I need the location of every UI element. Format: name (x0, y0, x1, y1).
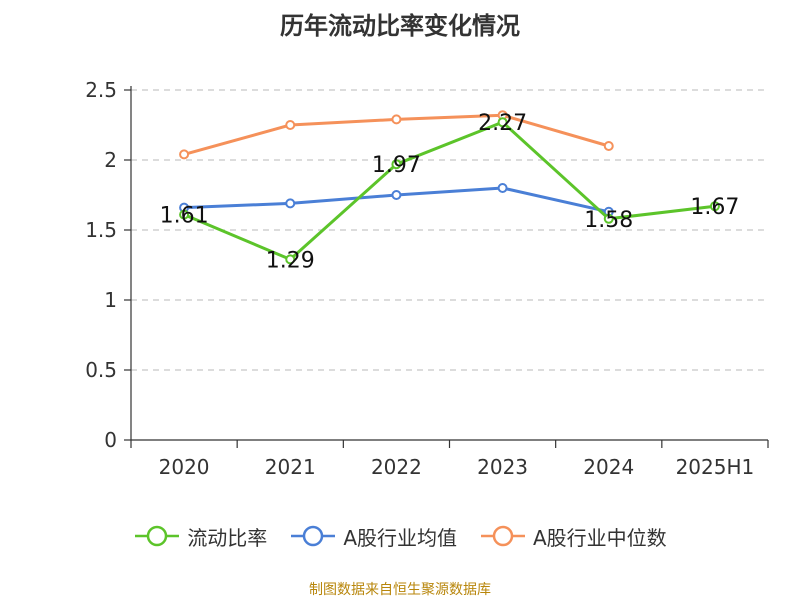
y-tick-label: 1 (104, 288, 117, 312)
data-point (391, 114, 402, 125)
data-point (285, 254, 296, 265)
y-tick-label: 2 (104, 148, 117, 172)
legend-label: A股行业均值 (343, 525, 457, 550)
data-label: 1.29 (266, 248, 315, 273)
data-point (285, 120, 296, 130)
data-point (603, 141, 614, 151)
legend-item-industry-average[interactable]: A股行业均值 (289, 522, 457, 551)
data-point (709, 201, 720, 212)
data-point (497, 183, 508, 193)
x-tick-label: 2025H1 (676, 455, 755, 479)
x-tick-label: 2020 (159, 455, 210, 479)
chart-title: 历年流动比率变化情况 (280, 12, 520, 40)
x-tick-label: 2021 (265, 455, 316, 479)
x-tick-label: 2024 (583, 455, 634, 479)
data-point (391, 159, 402, 170)
legend-item-industry-median[interactable]: A股行业中位数 (479, 522, 667, 551)
x-tick-label: 2023 (477, 455, 528, 479)
data-label: 2.27 (478, 111, 527, 136)
y-tick-label: 0.5 (85, 358, 117, 382)
legend-item-current-ratio[interactable]: 流动比率 (133, 522, 267, 551)
legend-marker-icon (291, 525, 336, 547)
data-point (497, 117, 508, 128)
data-point (603, 213, 614, 224)
data-point (179, 209, 190, 220)
legend-label: A股行业中位数 (533, 525, 667, 550)
data-label: 1.97 (372, 153, 421, 178)
series-line-0 (183, 120, 716, 261)
data-label: 1.58 (584, 208, 633, 233)
legend-marker-icon (481, 525, 525, 547)
y-tick-label: 2.5 (85, 78, 117, 102)
x-tick-label: 2022 (371, 455, 422, 479)
legend-label: 流动比率 (187, 525, 268, 550)
legend: 流动比率 A股行业均值 A股行业中位数 (0, 518, 800, 554)
y-tick-label: 0 (104, 428, 117, 452)
data-point (179, 149, 190, 160)
legend-marker-icon (135, 525, 180, 547)
source-note: 制图数据来自恒生聚源数据库 (309, 582, 491, 598)
data-point (285, 198, 296, 209)
data-label: 1.61 (160, 204, 209, 229)
y-tick-label: 1.5 (85, 218, 117, 242)
data-point (391, 190, 402, 200)
data-label: 1.67 (690, 195, 739, 220)
